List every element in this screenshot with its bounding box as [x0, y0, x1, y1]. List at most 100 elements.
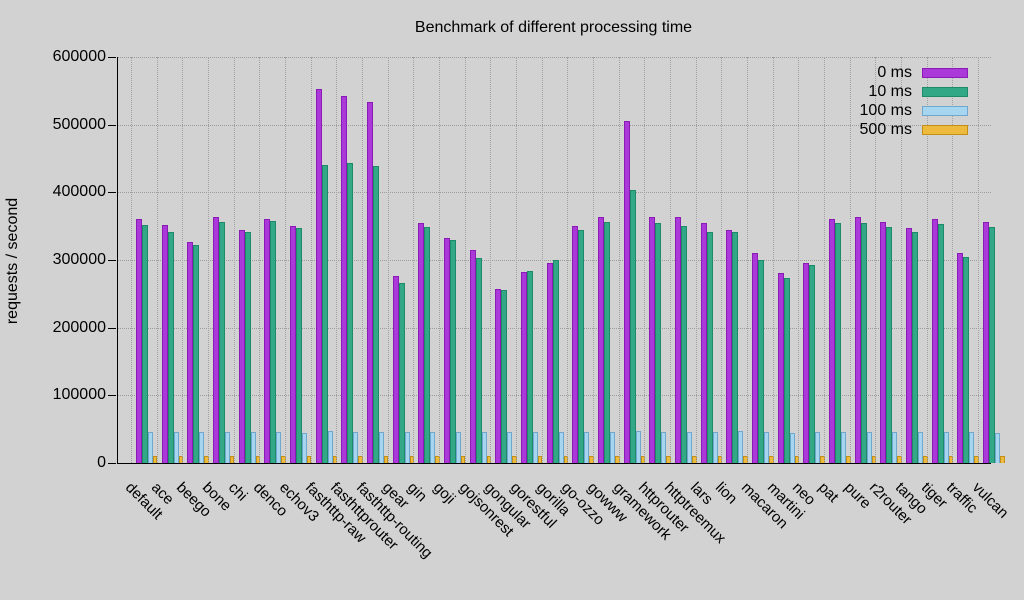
- bar-gorilla-100ms: [558, 432, 564, 463]
- x-gridline: [824, 57, 826, 463]
- x-gridline: [644, 57, 646, 463]
- bar-r2router-10ms: [886, 226, 893, 463]
- bar-denco-100ms: [276, 431, 282, 463]
- bar-beego-100ms: [199, 431, 205, 463]
- bar-tango-100ms: [918, 432, 924, 463]
- bar-r2router-0ms: [880, 222, 887, 463]
- bar-fasthttp-raw-0ms: [315, 89, 322, 463]
- x-gridline: [156, 57, 158, 463]
- x-gridline: [438, 57, 440, 463]
- bar-gorilla-0ms: [546, 262, 553, 463]
- bar-beego-10ms: [193, 245, 200, 463]
- bar-tiger-100ms: [943, 431, 949, 463]
- x-gridline: [464, 57, 466, 463]
- bar-fasthttp-raw-100ms: [327, 431, 333, 463]
- bar-vulcan-100ms: [995, 433, 1001, 463]
- bar-goji-10ms: [449, 239, 456, 463]
- x-gridline: [541, 57, 543, 463]
- bar-macaron-0ms: [752, 252, 759, 463]
- x-gridline: [798, 57, 800, 463]
- bar-fasthttp-routing-10ms: [372, 165, 379, 463]
- x-gridline: [695, 57, 697, 463]
- bar-martini-0ms: [777, 272, 784, 463]
- bar-lars-100ms: [712, 431, 718, 463]
- bar-pure-10ms: [860, 223, 867, 463]
- bar-gramework-100ms: [635, 431, 641, 463]
- x-tick-label-pat: pat: [815, 479, 842, 506]
- bar-gear-100ms: [404, 431, 410, 463]
- bar-gowww-100ms: [610, 431, 615, 463]
- bar-gear-10ms: [398, 283, 405, 463]
- y-tick-label: 300000: [52, 251, 106, 268]
- x-gridline: [284, 57, 286, 463]
- bar-bone-100ms: [224, 432, 230, 463]
- legend: 0 ms 10 ms 100 ms 500 ms: [810, 63, 968, 139]
- y-tick-label: 400000: [52, 183, 106, 201]
- x-gridline: [875, 57, 877, 463]
- bar-gorestful-100ms: [532, 432, 538, 463]
- bar-denco-10ms: [270, 221, 277, 463]
- bar-fasthttprouter-100ms: [353, 431, 359, 463]
- x-gridline: [721, 57, 723, 463]
- x-gridline: [130, 57, 132, 463]
- bar-beego-0ms: [187, 242, 194, 463]
- bar-gramework-0ms: [623, 120, 630, 463]
- bar-pure-100ms: [866, 431, 872, 463]
- bar-gramework-10ms: [629, 189, 636, 463]
- bar-gongular-100ms: [507, 431, 513, 463]
- bar-ace-0ms: [161, 224, 168, 463]
- bar-httptreemux-0ms: [675, 217, 682, 463]
- bar-lion-10ms: [732, 231, 739, 463]
- bar-go-ozzo-10ms: [578, 229, 585, 463]
- x-gridline: [952, 57, 954, 463]
- x-gridline: [387, 57, 389, 463]
- x-tick-label-lion: lion: [712, 479, 741, 508]
- legend-swatch: [922, 124, 968, 135]
- bar-fasthttprouter-0ms: [341, 95, 348, 463]
- x-gridline: [490, 57, 492, 463]
- bar-gowww-10ms: [604, 222, 610, 463]
- bar-pure-0ms: [854, 217, 861, 463]
- bar-bone-0ms: [212, 217, 219, 463]
- bar-gin-10ms: [424, 226, 431, 463]
- x-gridline: [849, 57, 851, 463]
- y-tick-label: 0: [97, 454, 106, 471]
- bar-httprouter-0ms: [649, 217, 656, 463]
- legend-label: 0 ms: [877, 63, 912, 81]
- bar-httptreemux-100ms: [687, 431, 693, 463]
- bar-gongular-10ms: [501, 289, 508, 463]
- bar-traffic-100ms: [969, 432, 975, 463]
- legend-swatch: [922, 67, 968, 78]
- bar-lars-0ms: [700, 223, 707, 463]
- y-tick-mark: [108, 327, 116, 329]
- bar-default-0ms: [135, 218, 142, 463]
- bar-neo-10ms: [809, 264, 816, 463]
- bar-chi-100ms: [250, 431, 256, 463]
- bar-vulcan-0ms: [983, 222, 990, 463]
- y-tick-mark: [108, 124, 116, 126]
- bar-default-10ms: [141, 224, 148, 463]
- bar-httprouter-100ms: [661, 431, 667, 463]
- x-gridline: [567, 57, 569, 463]
- y-tick-mark: [108, 463, 116, 464]
- bar-pat-0ms: [829, 219, 836, 463]
- bar-pat-10ms: [835, 222, 842, 463]
- x-gridline: [618, 57, 620, 463]
- bar-echov3-10ms: [295, 228, 302, 463]
- x-tick-label-pure: pure: [840, 479, 875, 513]
- x-gridline: [978, 57, 980, 463]
- bar-traffic-10ms: [963, 257, 970, 463]
- bar-neo-0ms: [803, 263, 810, 463]
- bar-martini-10ms: [783, 278, 790, 463]
- x-gridline: [207, 57, 209, 463]
- legend-row: 10 ms: [810, 82, 968, 101]
- y-gridline: [118, 124, 991, 126]
- bar-neo-100ms: [815, 431, 821, 463]
- bar-tango-10ms: [912, 231, 919, 463]
- bar-httprouter-10ms: [655, 223, 662, 463]
- x-gridline: [233, 57, 235, 463]
- bar-echov3-100ms: [301, 432, 307, 463]
- bar-echov3-0ms: [289, 225, 296, 463]
- x-gridline: [901, 57, 903, 463]
